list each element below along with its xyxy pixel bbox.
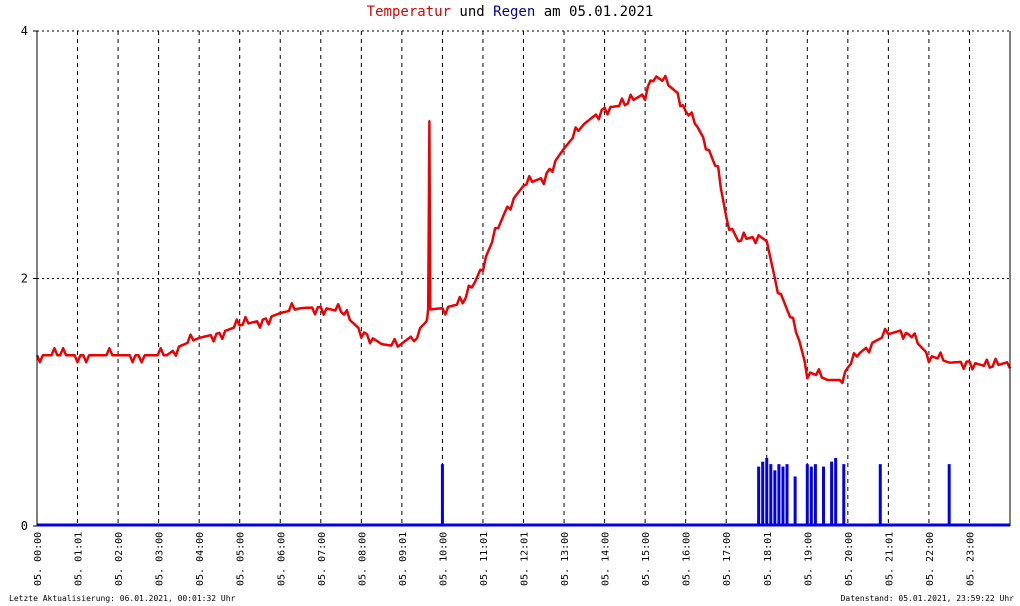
rain-bar xyxy=(777,464,781,526)
x-tick-label: 05. 02:00 xyxy=(114,532,125,586)
rain-bar xyxy=(842,464,846,526)
x-tick-label: 05. 21:01 xyxy=(884,532,895,586)
rain-bar xyxy=(830,461,834,526)
rain-bar xyxy=(765,457,769,526)
rain-bar xyxy=(769,464,773,526)
title-and-word: und xyxy=(459,4,485,20)
x-tick-label: 05. 22:00 xyxy=(925,532,936,586)
rain-bar xyxy=(793,476,797,526)
data-status-text: Datenstand: 05.01.2021, 23:59:22 Uhr xyxy=(840,594,1014,603)
rain-bar xyxy=(809,466,813,526)
x-tick-label: 05. 16:00 xyxy=(682,532,693,586)
x-tick-label: 05. 07:00 xyxy=(317,532,328,586)
y-tick-label: 4 xyxy=(21,24,28,38)
x-tick-label: 05. 01:01 xyxy=(74,532,85,586)
rain-bar xyxy=(757,466,761,526)
rain-bar xyxy=(785,464,789,526)
x-tick-label: 05. 14:00 xyxy=(601,532,612,586)
x-tick-label: 05. 08:00 xyxy=(357,532,368,586)
chart-title: Temperatur und Regen am 05.01.2021 xyxy=(0,4,1020,20)
last-update-text: Letzte Aktualisierung: 06.01.2021, 00:01… xyxy=(9,594,236,603)
axis-layer xyxy=(33,30,1011,527)
x-tick-label: 05. 05:00 xyxy=(236,532,247,586)
grid-layer xyxy=(37,30,1010,526)
temperature-line xyxy=(35,74,1012,385)
rain-layer xyxy=(37,457,1010,527)
title-temperature-word: Temperatur xyxy=(366,4,451,20)
x-tick-label: 05. 04:00 xyxy=(195,532,206,586)
rain-bar xyxy=(773,470,777,526)
x-tick-label: 05. 18:01 xyxy=(763,532,774,586)
x-tick-label: 05. 17:00 xyxy=(722,532,733,586)
x-tick-label: 05. 13:00 xyxy=(560,532,571,586)
y-tick-label: 0 xyxy=(21,519,28,533)
x-tick-label: 05. 03:00 xyxy=(155,532,166,586)
x-tick-label: 05. 19:00 xyxy=(803,532,814,586)
title-date: am 05.01.2021 xyxy=(543,4,654,20)
label-layer: 05. 01:01 05. 02:00 05. 03:00 05. 04:00 05. … xyxy=(21,24,977,586)
x-tick-label: 05. 23:00 xyxy=(965,532,976,586)
rain-bar xyxy=(813,464,817,526)
x-tick-label: 05. 12:01 xyxy=(520,532,531,586)
rain-bar xyxy=(805,464,809,526)
x-tick-label: 05. 06:00 xyxy=(276,532,287,586)
rain-bar xyxy=(781,466,785,526)
rain-bar xyxy=(878,464,882,526)
x-tick-label: 05. 20:00 xyxy=(844,532,855,586)
rain-bar xyxy=(761,461,765,526)
y-tick-label: 2 xyxy=(21,272,28,286)
rain-bar xyxy=(822,466,826,526)
title-rain-word: Regen xyxy=(493,4,536,20)
x-tick-label: 05. 00:00 xyxy=(33,532,44,586)
rain-bar xyxy=(947,464,951,526)
rain-bar xyxy=(440,464,444,526)
temperature-layer xyxy=(35,74,1012,385)
x-tick-label: 05. 11:01 xyxy=(479,532,490,586)
x-tick-label: 05. 09:01 xyxy=(398,532,409,586)
x-tick-label: 05. 10:00 xyxy=(438,532,449,586)
rain-bar xyxy=(834,457,838,526)
x-tick-label: 05. 15:00 xyxy=(641,532,652,586)
